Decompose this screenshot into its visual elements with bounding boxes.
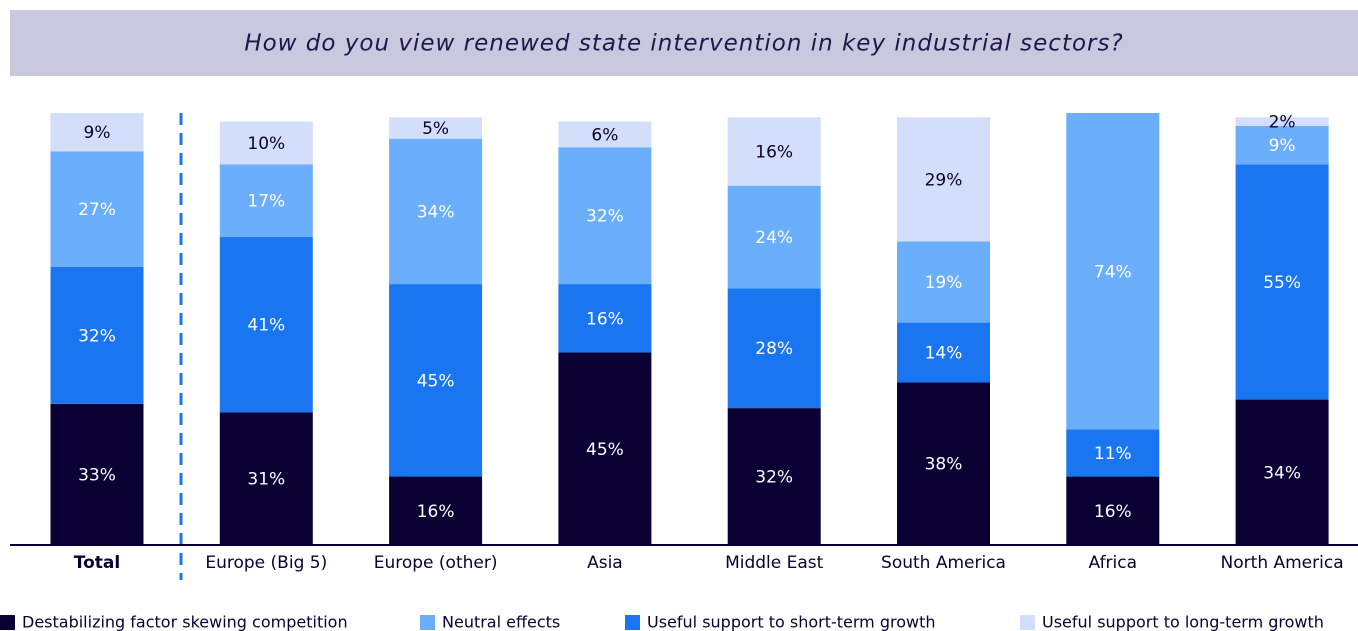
data-label: 16% [586, 309, 624, 329]
data-label: 32% [78, 326, 116, 346]
data-label: 45% [417, 371, 455, 391]
bar-segment [897, 117, 990, 242]
data-label: 16% [755, 142, 793, 162]
data-label: 27% [78, 200, 116, 220]
data-label: 45% [586, 440, 624, 460]
data-label: 11% [1094, 444, 1132, 464]
legend-swatch [420, 615, 435, 630]
data-label: 2% [1269, 113, 1296, 133]
x-tick-label: Africa [1089, 553, 1138, 573]
data-label: 74% [1094, 262, 1132, 282]
bar-segment [50, 113, 144, 152]
data-label: 31% [247, 470, 285, 490]
legend-swatch [1020, 615, 1035, 630]
bar-segment [897, 322, 990, 383]
bar-segment [897, 382, 990, 545]
data-label: 16% [1094, 502, 1132, 522]
bar-segment [1066, 113, 1160, 430]
bar-segment [558, 284, 652, 353]
legend-label: Useful support to short-term growth [647, 613, 936, 631]
bar-segment [219, 412, 313, 545]
chart-title: How do you view renewed state interventi… [244, 31, 1123, 57]
x-tick-label: Middle East [725, 553, 824, 573]
data-label: 14% [925, 344, 963, 364]
bar-segment [558, 121, 652, 148]
bar-segment [727, 117, 821, 186]
x-tick-label: Europe (other) [374, 553, 498, 573]
data-label: 55% [1263, 273, 1301, 293]
bar-segment [1066, 476, 1160, 545]
data-label: 10% [247, 134, 285, 154]
data-label: 19% [925, 273, 963, 293]
data-label: 41% [247, 316, 285, 336]
title-band [10, 10, 1358, 76]
data-label: 32% [755, 468, 793, 488]
data-label: 34% [1263, 463, 1301, 483]
bar-segment [558, 352, 652, 545]
x-tick-label: South America [881, 553, 1006, 573]
x-tick-label: Total [74, 553, 120, 573]
legend-label: Neutral effects [442, 613, 560, 631]
bar-segment [50, 266, 144, 404]
x-tick-label: Europe (Big 5) [205, 553, 327, 573]
x-tick-label: North America [1221, 553, 1344, 573]
data-label: 6% [591, 125, 618, 145]
bar-segment [1235, 125, 1329, 165]
data-label: 24% [755, 228, 793, 248]
bar-segment [1235, 164, 1329, 400]
bar-segment [727, 288, 821, 409]
bar-segment [389, 138, 483, 285]
bar-segment [1235, 399, 1329, 545]
data-label: 29% [925, 170, 963, 190]
bar-segment [389, 476, 483, 545]
data-label: 32% [586, 207, 624, 227]
legend-swatch [625, 615, 640, 630]
bar-segment [389, 117, 483, 139]
data-label: 38% [925, 455, 963, 475]
bar-segment [1066, 429, 1160, 477]
legend-label: Destabilizing factor skewing competition [22, 613, 348, 631]
bar-segment [219, 237, 313, 413]
data-label: 9% [1269, 136, 1296, 156]
x-tick-label: Asia [587, 553, 623, 573]
data-label: 9% [84, 123, 111, 143]
data-label: 28% [755, 339, 793, 359]
legend-label: Useful support to long-term growth [1042, 613, 1324, 631]
bar-segment [897, 241, 990, 323]
bar-segment [558, 147, 652, 285]
bar-segment [219, 164, 313, 238]
bar-segment [727, 408, 821, 545]
bar-segment [389, 284, 483, 477]
legend-swatch [0, 615, 15, 630]
data-label: 16% [417, 502, 455, 522]
data-label: 34% [417, 202, 455, 222]
data-label: 5% [422, 119, 449, 139]
bar-segment [727, 185, 821, 289]
bar-segment [1235, 117, 1329, 126]
bar-segment [50, 403, 144, 545]
data-label: 33% [78, 465, 116, 485]
bar-segment [219, 121, 313, 165]
data-label: 17% [247, 192, 285, 212]
bar-segment [50, 151, 144, 267]
